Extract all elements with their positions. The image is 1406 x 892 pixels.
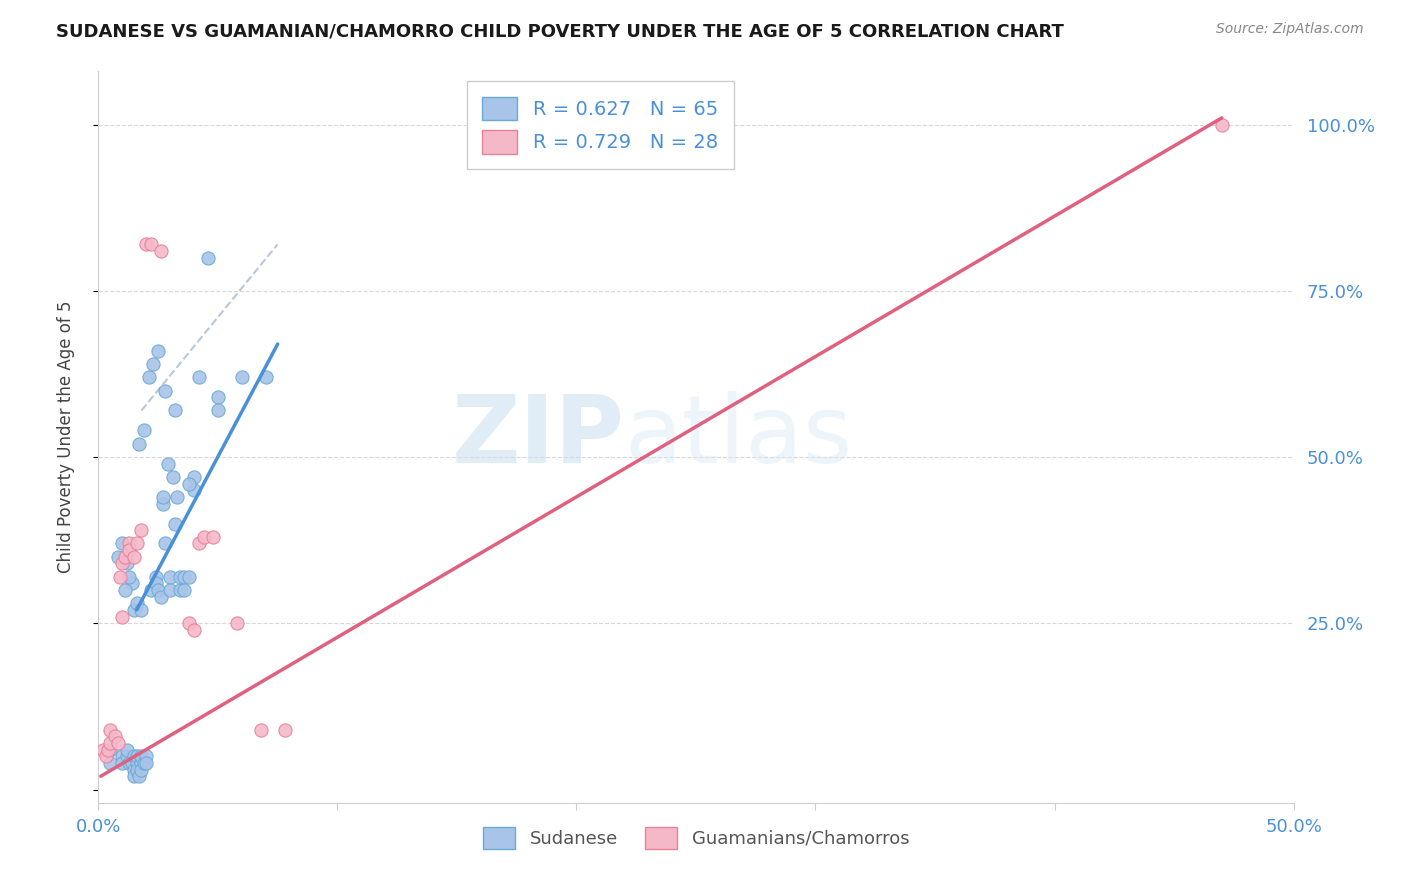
Point — [135, 749, 157, 764]
Point — [163, 516, 186, 531]
Point — [128, 769, 150, 783]
Point — [107, 549, 129, 564]
Point — [202, 530, 225, 544]
Point — [128, 436, 150, 450]
Point — [139, 237, 162, 252]
Text: Source: ZipAtlas.com: Source: ZipAtlas.com — [1216, 22, 1364, 37]
Point — [131, 523, 153, 537]
Point — [162, 470, 184, 484]
Point — [118, 536, 141, 550]
Point — [118, 543, 141, 558]
Point — [152, 497, 174, 511]
Point — [111, 609, 134, 624]
Point — [111, 756, 134, 770]
Point — [111, 557, 134, 571]
Point — [135, 756, 157, 770]
Point — [132, 756, 155, 770]
Point — [98, 742, 122, 756]
Point — [187, 536, 209, 550]
Point — [183, 483, 205, 498]
Point — [124, 603, 146, 617]
Point — [155, 384, 177, 398]
Point — [207, 390, 229, 404]
Point — [131, 756, 153, 770]
Point — [94, 749, 117, 764]
Point — [107, 736, 129, 750]
Point — [179, 570, 201, 584]
Y-axis label: Child Poverty Under the Age of 5: Child Poverty Under the Age of 5 — [56, 301, 75, 574]
Point — [207, 403, 229, 417]
Point — [124, 769, 146, 783]
Point — [124, 763, 146, 777]
Point — [118, 570, 141, 584]
Point — [131, 749, 153, 764]
Point — [179, 616, 201, 631]
Point — [142, 357, 165, 371]
Point — [125, 536, 148, 550]
Point — [155, 536, 177, 550]
Point — [231, 370, 253, 384]
Point — [254, 370, 277, 384]
Point — [163, 403, 186, 417]
Point — [145, 576, 167, 591]
Point — [135, 237, 157, 252]
Point — [197, 251, 219, 265]
Point — [226, 616, 249, 631]
Point — [179, 476, 201, 491]
Point — [148, 582, 170, 597]
Point — [250, 723, 273, 737]
Point — [145, 570, 167, 584]
Point — [149, 590, 172, 604]
Point — [187, 370, 209, 384]
Point — [125, 596, 148, 610]
Point — [1211, 118, 1233, 132]
Point — [159, 582, 181, 597]
Point — [173, 570, 195, 584]
Point — [125, 749, 148, 764]
Point — [114, 549, 136, 564]
Point — [183, 470, 205, 484]
Point — [131, 603, 153, 617]
Point — [156, 457, 179, 471]
Point — [159, 570, 181, 584]
Text: SUDANESE VS GUAMANIAN/CHAMORRO CHILD POVERTY UNDER THE AGE OF 5 CORRELATION CHAR: SUDANESE VS GUAMANIAN/CHAMORRO CHILD POV… — [56, 22, 1064, 40]
Point — [98, 736, 122, 750]
Point — [173, 582, 195, 597]
Point — [121, 756, 143, 770]
Point — [125, 756, 148, 770]
Point — [91, 742, 114, 756]
Legend: Sudanese, Guamanians/Chamorros: Sudanese, Guamanians/Chamorros — [475, 820, 917, 856]
Point — [104, 729, 127, 743]
Point — [125, 763, 148, 777]
Point — [131, 763, 153, 777]
Point — [138, 370, 160, 384]
Point — [121, 576, 143, 591]
Point — [139, 582, 162, 597]
Point — [98, 756, 122, 770]
Point — [124, 549, 146, 564]
Point — [183, 623, 205, 637]
Point — [169, 570, 191, 584]
Point — [149, 244, 172, 258]
Point — [111, 536, 134, 550]
Point — [169, 582, 191, 597]
Point — [108, 570, 131, 584]
Point — [132, 424, 155, 438]
Point — [115, 742, 138, 756]
Point — [166, 490, 188, 504]
Point — [274, 723, 297, 737]
Point — [98, 723, 122, 737]
Point — [114, 582, 136, 597]
Point — [193, 530, 215, 544]
Point — [115, 749, 138, 764]
Point — [124, 749, 146, 764]
Point — [115, 557, 138, 571]
Text: atlas: atlas — [624, 391, 852, 483]
Point — [148, 343, 170, 358]
Point — [97, 742, 120, 756]
Point — [111, 749, 134, 764]
Point — [152, 490, 174, 504]
Point — [118, 756, 141, 770]
Text: ZIP: ZIP — [451, 391, 624, 483]
